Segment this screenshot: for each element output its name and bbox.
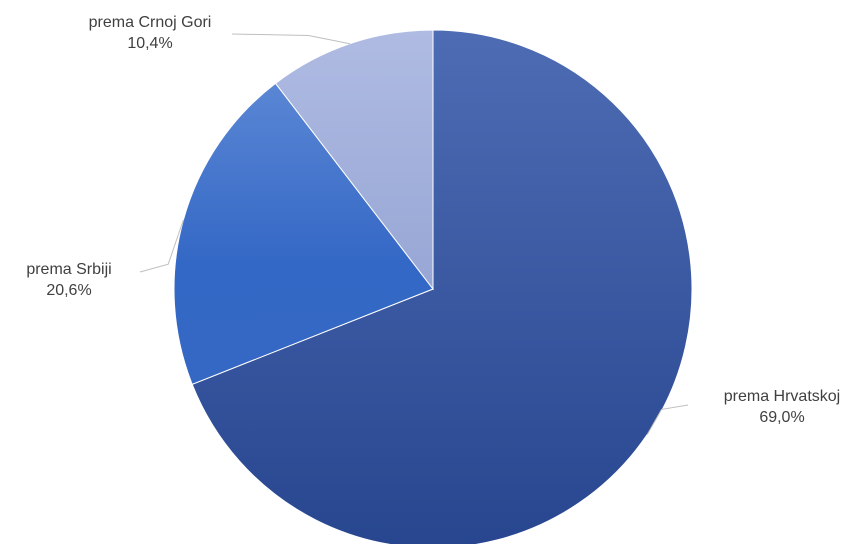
pie-slice-prema-crnoj-gori <box>274 29 434 291</box>
slice-value-prema-crnoj-gori: 10,4% <box>127 35 173 52</box>
slice-label-prema-hrvatskoj: prema Hrvatskoj <box>723 388 841 405</box>
data-label-prema-crnoj-gori: prema Crnoj Gori 10,4% <box>55 12 245 54</box>
slice-value-prema-hrvatskoj: 69,0% <box>759 409 805 426</box>
slice-label-prema-srbiji: prema Srbiji <box>26 261 112 278</box>
data-label-prema-srbiji: prema Srbiji 20,6% <box>0 259 138 301</box>
slice-label-prema-crnoj-gori: prema Crnoj Gori <box>88 14 212 31</box>
leader-line-prema-srbiji <box>139 219 184 273</box>
data-label-prema-hrvatskoj: prema Hrvatskoj 69,0% <box>692 386 866 428</box>
leader-line-prema-crnoj-gori <box>231 33 350 45</box>
pie-slice-prema-srbiji <box>173 82 434 385</box>
leader-line-prema-hrvatskoj <box>646 404 689 435</box>
slice-value-prema-srbiji: 20,6% <box>46 282 92 299</box>
